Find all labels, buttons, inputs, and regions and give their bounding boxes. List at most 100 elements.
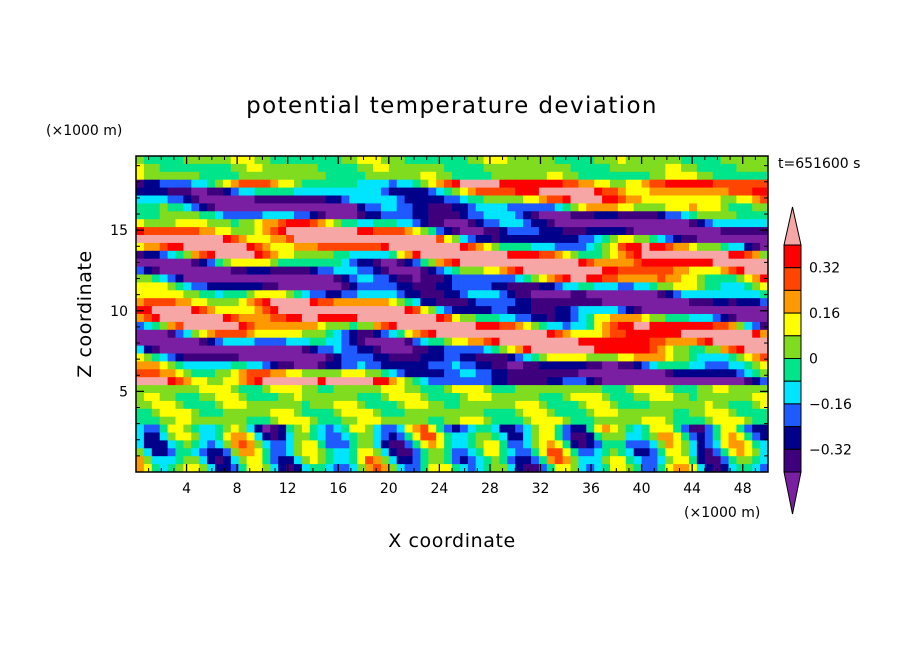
field-cell-3125 [507,456,516,465]
field-cell-3247 [191,472,200,481]
field-cell-1905 [467,337,477,347]
field-cell-440 [412,195,421,204]
field-cell-902 [222,242,232,252]
field-cell-1283 [673,274,682,283]
field-cell-63 [633,156,643,165]
field-cell-851 [459,235,469,244]
colorbar-label-3: −0.16 [809,397,852,413]
field-cell-2582 [696,400,706,410]
field-cell-2087 [625,353,635,362]
field-cell-52 [546,156,556,165]
field-cell-127 [499,163,508,173]
field-cell-857 [507,235,516,244]
field-cell-1931 [673,337,682,347]
field-cell-1105 [546,258,556,268]
field-cell-1088 [412,258,421,268]
field-cell-2937 [301,440,311,449]
field-cell-1502 [483,298,493,307]
field-cell-1496 [436,298,445,307]
field-cell-2419 [689,385,698,394]
field-cell-1568 [365,306,374,315]
field-cell-253 [215,179,224,189]
field-cell-943 [546,242,556,252]
field-cell-3269 [365,472,374,481]
field-cell-2365 [262,385,271,394]
field-cell-1402 [333,290,342,299]
field-cell-1924 [617,337,627,347]
field-cell-1662 [467,314,477,323]
field-cell-3042 [491,448,500,457]
field-cell-2855 [294,432,303,441]
field-cell-688 [452,219,461,228]
field-cell-779 [531,227,540,236]
field-cell-1611 [704,306,714,315]
field-cell-930 [444,242,453,252]
field-cell-2624 [388,408,398,418]
field-cell-1205 [696,266,706,276]
field-cell-2307 [444,377,453,386]
field-cell-372 [515,187,524,197]
field-cell-2279 [222,377,232,386]
field-cell-1703 [151,321,161,331]
field-cell-715 [665,219,674,228]
field-cell-2469 [444,393,453,402]
field-cell-3144 [657,456,666,465]
field-cell-708 [610,219,619,228]
field-cell-2893 [594,432,603,441]
field-cell-3132 [562,456,572,465]
field-cell-1301 [175,282,184,291]
field-cell-2143 [428,361,437,370]
field-cell-1128 [728,258,737,268]
field-cell-2164 [594,361,603,370]
field-cell-1494 [420,298,429,307]
field-cell-3027 [373,448,382,457]
field-cell-460 [570,195,579,204]
field-cell-2458 [357,393,366,402]
field-cell-922 [380,242,390,252]
field-cell-3266 [341,472,350,481]
field-cell-1902 [444,337,453,347]
field-cell-576 [207,211,216,220]
chart-title: potential temperature deviation [246,93,658,119]
field-cell-1173 [444,266,453,276]
field-cell-863 [554,235,564,244]
field-cell-1866 [159,337,169,347]
field-cell-1250 [412,274,421,283]
field-cell-1605 [657,306,666,315]
field-cell-3231 [704,464,714,472]
field-cell-1925 [625,337,635,347]
field-cell-3318 [752,472,761,481]
field-cell-1387 [215,290,224,299]
field-cell-2552 [459,400,469,410]
field-cell-1149 [254,266,263,276]
field-cell-3264 [326,472,335,481]
field-cell-2849 [246,432,256,441]
field-cell-630 [633,211,643,220]
field-cell-2278 [215,377,224,386]
field-cell-2755 [143,424,153,434]
field-cell-457 [546,195,556,204]
field-cell-344 [294,187,303,197]
field-cell-1286 [696,274,706,283]
field-cell-1096 [475,258,485,268]
field-cell-2149 [475,361,485,370]
field-cell-365 [459,187,469,197]
field-cell-2761 [191,424,200,434]
field-cell-498 [230,203,240,212]
field-cell-3319 [760,472,769,481]
field-cell-2704 [380,416,390,426]
field-cell-2136 [373,361,382,370]
field-cell-2054 [365,353,374,362]
field-cell-2440 [215,393,224,402]
field-cell-2672 [768,409,777,418]
field-cell-241 [760,171,768,181]
field-cell-781 [546,227,556,236]
field-cell-2878 [475,432,485,441]
field-cell-1519 [617,298,627,307]
field-cell-297 [562,179,572,189]
field-cell-933 [467,242,477,252]
field-cell-1289 [720,274,730,283]
field-cell-1657 [428,314,437,323]
field-cell-1083 [373,258,382,268]
field-cell-2779 [333,424,342,434]
